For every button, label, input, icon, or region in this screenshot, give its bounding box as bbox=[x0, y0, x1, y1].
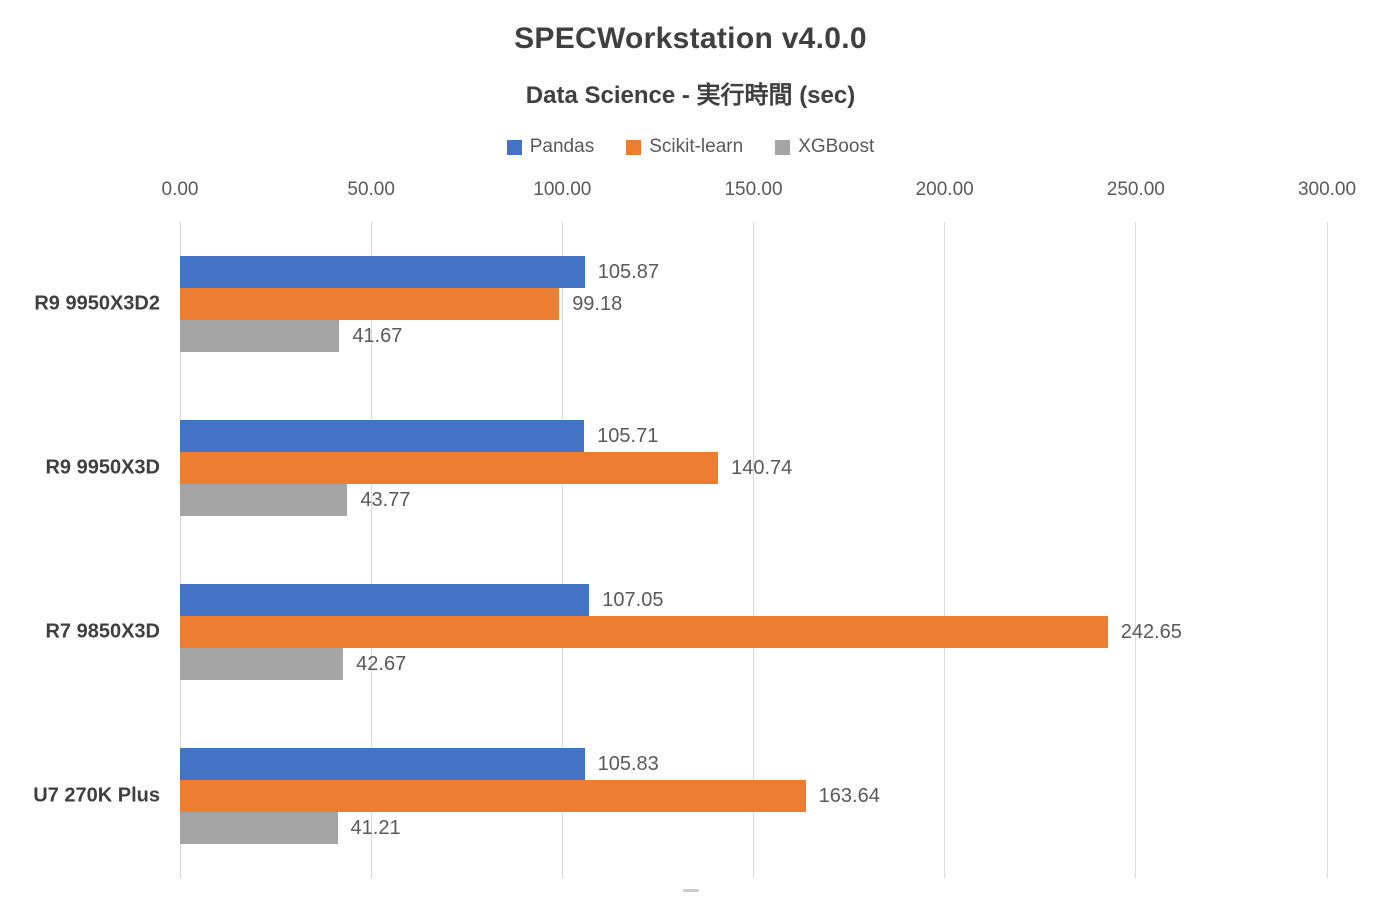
gridline bbox=[179, 222, 181, 878]
category-group: U7 270K Plus 105.83 163.64 41.21 bbox=[33, 714, 1327, 878]
bar-row: 107.05 bbox=[180, 584, 1327, 616]
value-label: 43.77 bbox=[360, 488, 411, 511]
category-label: U7 270K Plus bbox=[33, 784, 160, 807]
value-label: 105.71 bbox=[597, 424, 659, 447]
bar-scikit-learn bbox=[180, 288, 560, 320]
bar-pandas bbox=[180, 420, 585, 452]
bar-stack: 107.05 242.65 42.67 bbox=[180, 584, 1327, 680]
value-label: 99.18 bbox=[572, 292, 623, 315]
legend-swatch-scikit-learn-icon bbox=[626, 139, 642, 155]
bar-row: 140.74 bbox=[180, 452, 1327, 484]
bar-stack: 105.83 163.64 41.21 bbox=[180, 748, 1327, 844]
x-tick-label: 150.00 bbox=[724, 179, 783, 200]
legend: Pandas Scikit-learn XGBoost bbox=[0, 136, 1381, 158]
bar-row: 105.87 bbox=[180, 256, 1327, 288]
bar-pandas bbox=[180, 748, 585, 780]
bar-row: 163.64 bbox=[180, 780, 1327, 812]
bar-xgboost bbox=[180, 320, 340, 352]
value-label: 42.67 bbox=[356, 652, 407, 675]
bar-pandas bbox=[180, 584, 590, 616]
value-label: 163.64 bbox=[818, 784, 880, 807]
x-axis: 0.00 50.00 100.00 150.00 200.00 250.00 300.00 bbox=[162, 179, 1357, 203]
legend-swatch-pandas-icon bbox=[506, 139, 522, 155]
x-tick-label: 300.00 bbox=[1297, 179, 1357, 200]
gridline bbox=[944, 222, 946, 878]
chart-subtitle: Data Science - 実行時間 (sec) bbox=[525, 82, 856, 109]
gridline bbox=[753, 222, 754, 878]
bar-row: 242.65 bbox=[180, 616, 1327, 648]
value-label: 242.65 bbox=[1120, 620, 1182, 643]
bar-row: 43.77 bbox=[180, 484, 1327, 516]
x-tick-label: 0.00 bbox=[161, 179, 199, 200]
legend-label: Scikit-learn bbox=[649, 136, 744, 157]
chart-title: SPECWorkstation v4.0.0 bbox=[514, 22, 867, 55]
bar-row: 42.67 bbox=[180, 648, 1327, 680]
bar-row: 105.71 bbox=[180, 420, 1327, 452]
bottom-scroll-dash bbox=[682, 889, 699, 892]
legend-item-scikit-learn: Scikit-learn bbox=[626, 136, 743, 158]
x-tick-label: 50.00 bbox=[347, 179, 395, 200]
gridline bbox=[561, 222, 563, 878]
value-label: 140.74 bbox=[731, 456, 793, 479]
bar-xgboost bbox=[180, 484, 348, 516]
legend-label: Pandas bbox=[529, 136, 595, 157]
gridline bbox=[1326, 222, 1328, 878]
legend-label: XGBoost bbox=[798, 136, 875, 157]
bar-scikit-learn bbox=[180, 780, 806, 812]
plot-area: R9 9950X3D2 105.87 99.18 41.67 R9 9950X3D 105… bbox=[33, 222, 1328, 878]
x-tick-label: 200.00 bbox=[915, 179, 974, 200]
bar-pandas bbox=[180, 256, 585, 288]
value-label: 105.83 bbox=[597, 752, 659, 775]
bar-row: 41.67 bbox=[180, 320, 1327, 352]
gridline bbox=[1135, 222, 1137, 878]
legend-item-pandas: Pandas bbox=[506, 136, 595, 158]
x-tick-label: 100.00 bbox=[533, 179, 592, 200]
category-label: R9 9950X3D bbox=[45, 456, 160, 479]
x-tick-label: 250.00 bbox=[1106, 179, 1165, 200]
bar-xgboost bbox=[180, 648, 344, 680]
bar-scikit-learn bbox=[180, 452, 719, 484]
category-label: R9 9950X3D2 bbox=[34, 292, 160, 315]
bar-stack: 105.71 140.74 43.77 bbox=[180, 420, 1327, 516]
bar-row: 99.18 bbox=[180, 288, 1327, 320]
value-label: 41.67 bbox=[352, 324, 403, 347]
bar-stack: 105.87 99.18 41.67 bbox=[180, 256, 1327, 352]
category-group: R9 9950X3D 105.71 140.74 43.77 bbox=[45, 386, 1327, 550]
bar-xgboost bbox=[180, 812, 338, 844]
category-group: R9 9950X3D2 105.87 99.18 41.67 bbox=[34, 222, 1327, 386]
gridline bbox=[370, 222, 372, 878]
bar-row: 41.21 bbox=[180, 812, 1327, 844]
value-label: 105.87 bbox=[597, 260, 659, 283]
bar-scikit-learn bbox=[180, 616, 1108, 648]
legend-swatch-xgboost-icon bbox=[775, 139, 791, 155]
legend-item-xgboost: XGBoost bbox=[775, 136, 874, 158]
category-label: R7 9850X3D bbox=[45, 620, 160, 643]
value-label: 41.21 bbox=[350, 816, 401, 839]
bar-row: 105.83 bbox=[180, 748, 1327, 780]
category-group: R7 9850X3D 107.05 242.65 42.67 bbox=[45, 550, 1327, 714]
value-label: 107.05 bbox=[602, 588, 664, 611]
